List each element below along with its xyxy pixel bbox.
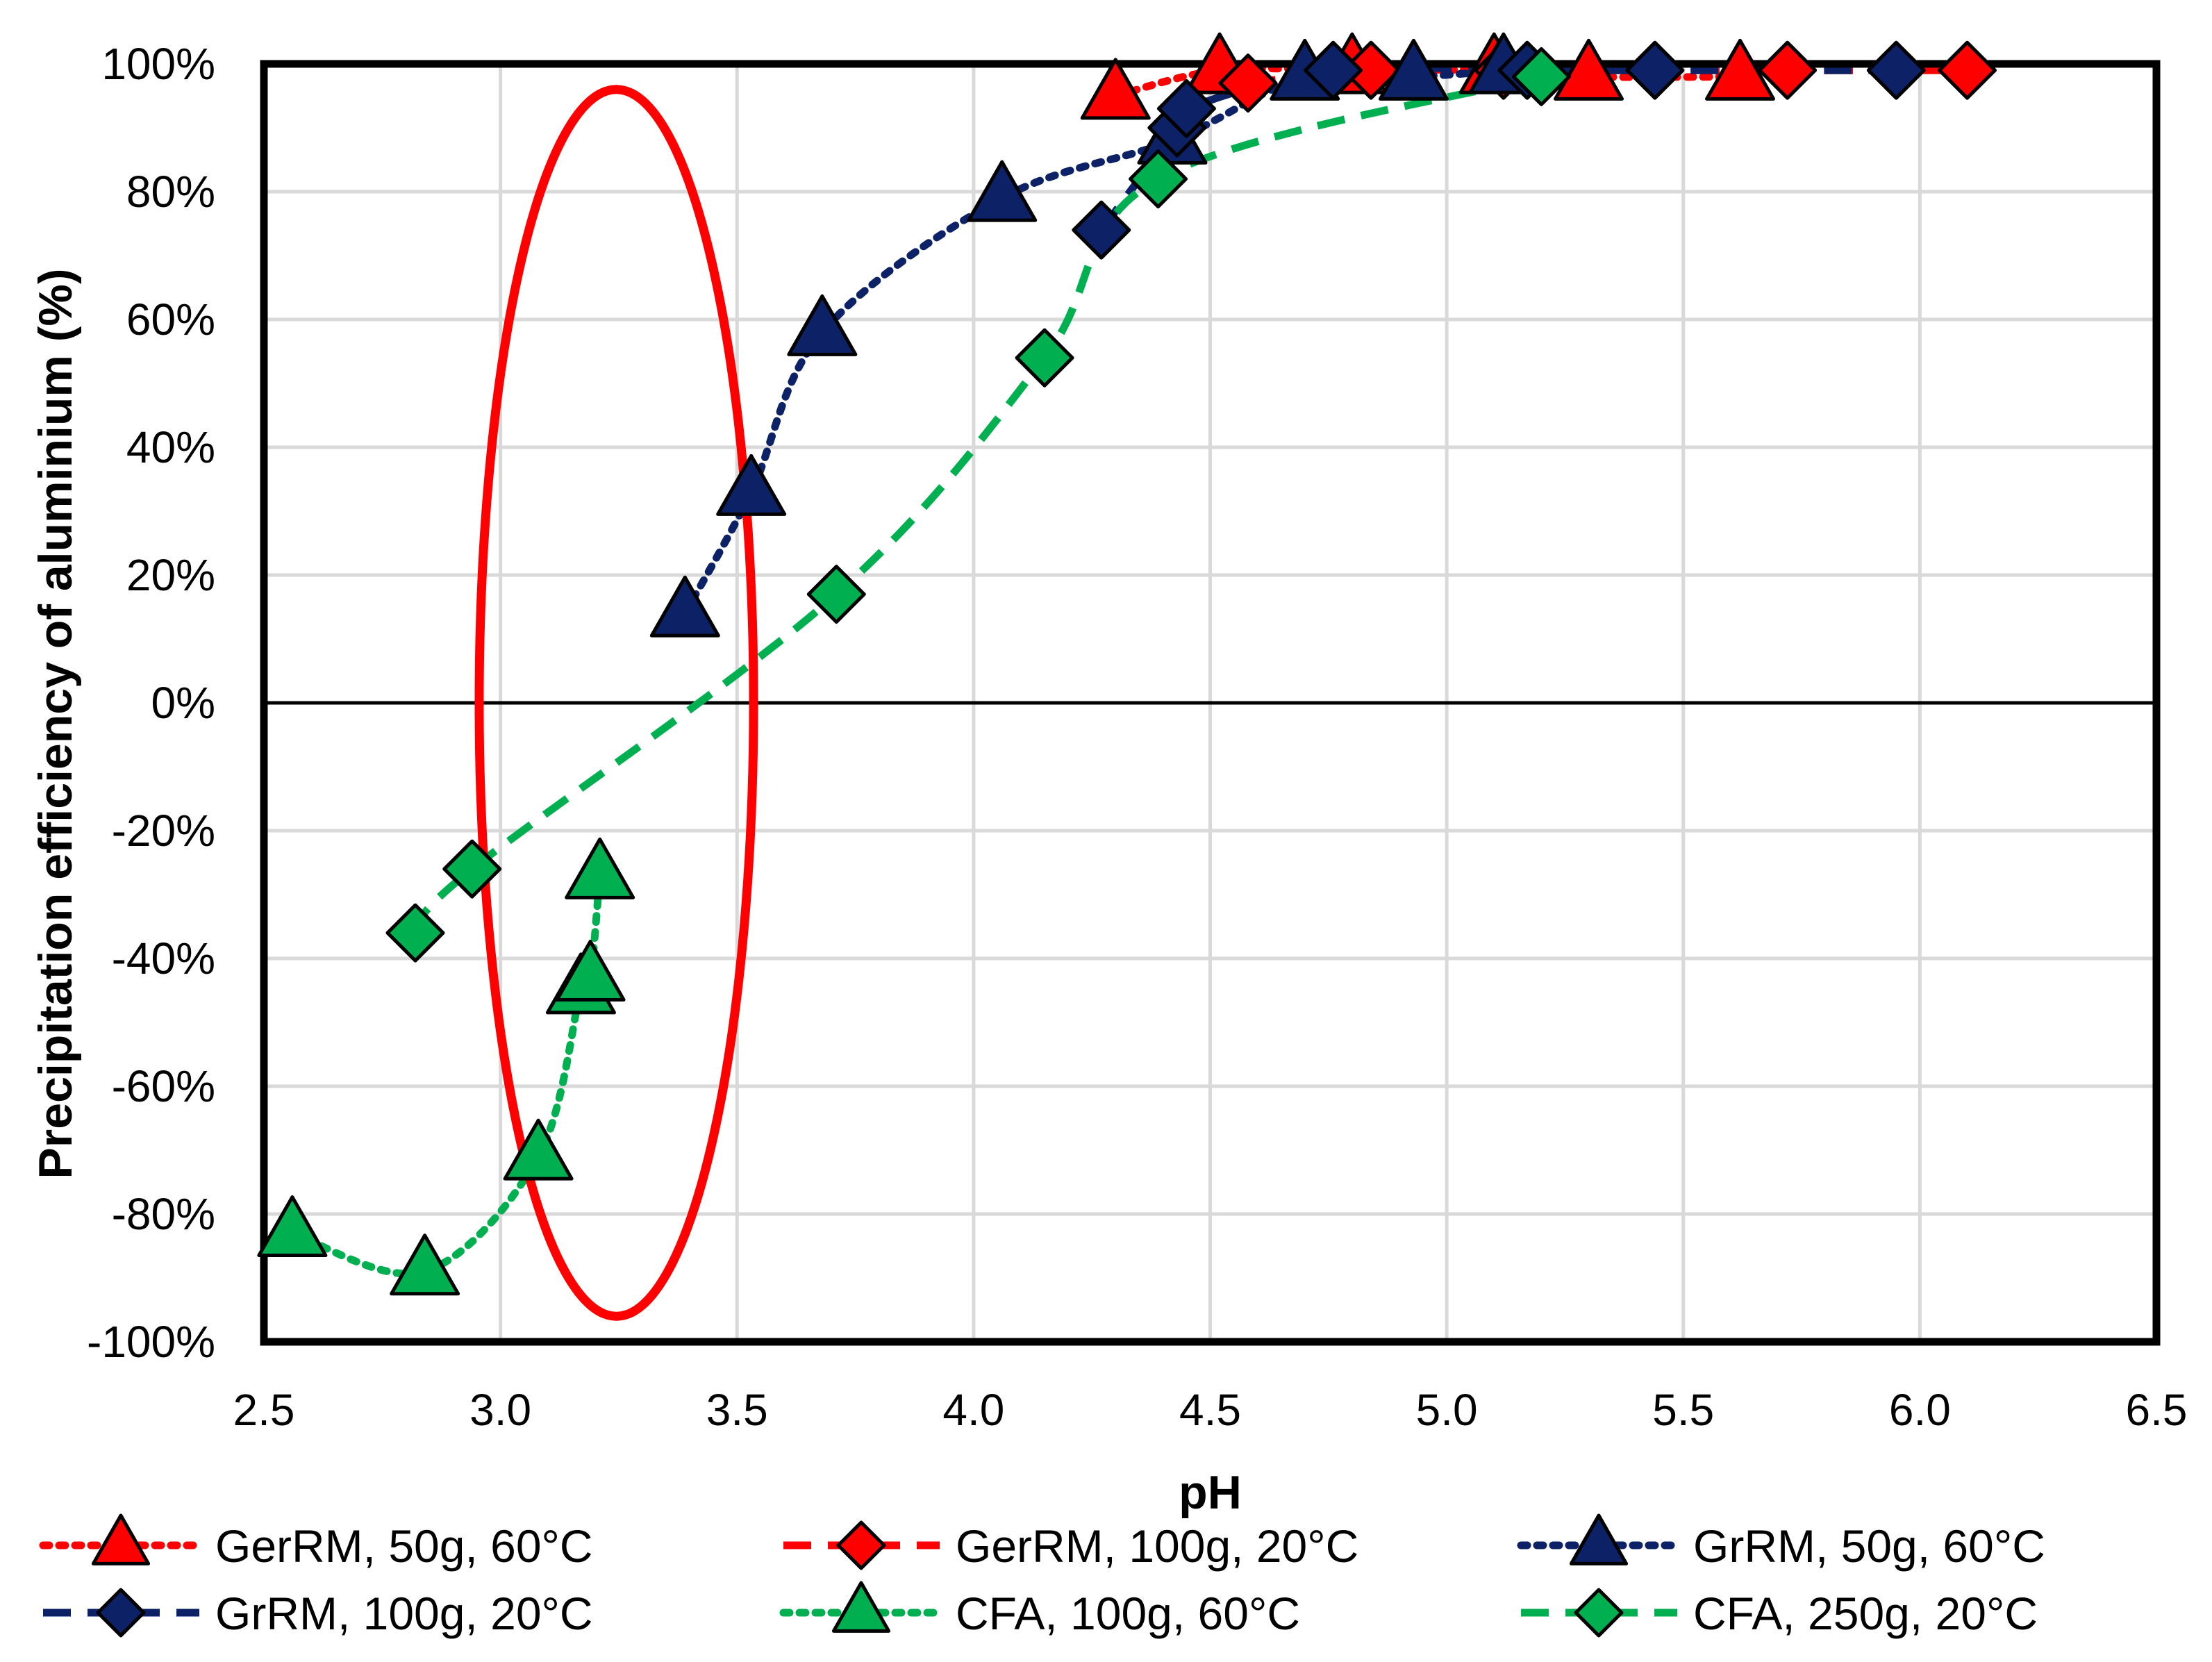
data-point-series-5 [1015,328,1074,388]
legend-marker [91,1513,151,1565]
data-point-series-1 [1758,40,1818,100]
data-point-series-3 [1625,40,1685,100]
data-point-series-2 [967,160,1038,222]
series-lines [288,63,1968,1278]
data-point-series-1 [1218,53,1278,113]
highlight-ellipse [474,85,758,1321]
y-tick-label: -40% [112,933,215,983]
x-tick-label: 4.5 [1179,1385,1241,1435]
y-tick-label: 40% [126,422,215,472]
x-axis-title: pH [1179,1466,1242,1519]
legend-marker [831,1581,891,1633]
grid-lines [262,62,2159,1344]
legend-label: CFA, 100g, 60°C [956,1588,1300,1639]
data-point-series-5 [442,839,502,899]
x-tick-label: 3.0 [469,1385,531,1435]
data-point-series-4 [390,1233,460,1296]
data-point-series-0 [1705,38,1775,101]
legend-item-4: CFA, 100g, 60°C [779,1581,1300,1639]
x-tick-label: 2.5 [233,1385,295,1435]
y-tick-label: -20% [112,806,215,856]
data-point-series-4 [555,940,626,1002]
data-point-series-5 [1511,47,1571,106]
y-tick-label: -100% [87,1317,215,1367]
data-point-series-2 [716,454,787,516]
data-point-series-4 [565,837,635,899]
data-point-series-3 [1304,40,1363,100]
data-point-series-5 [385,903,445,963]
legend-marker [96,1588,146,1638]
data-point-series-5 [806,565,866,624]
data-point-series-3 [1156,78,1216,138]
legend-item-0: GerRM, 50g, 60°C [39,1513,593,1572]
legend-label: GerRM, 50g, 60°C [215,1520,593,1572]
legend-marker [836,1520,886,1570]
legend-item-5: CFA, 250g, 20°C [1521,1588,2038,1639]
y-axis-title: Precipitation efficiency of aluminium (%… [29,268,82,1179]
y-tick-labels: -100% -80% -60% -40% -20% 0% 20% 40% 60% 80% 100% [87,39,215,1367]
y-tick-label: 80% [126,167,215,217]
data-markers [257,32,1997,1296]
data-point-series-3 [1072,200,1131,260]
data-point-series-0 [1080,58,1151,120]
x-tick-label: 5.5 [1652,1385,1714,1435]
x-tick-label: 4.0 [942,1385,1004,1435]
data-point-series-4 [257,1195,328,1258]
data-point-series-0 [1554,38,1624,101]
x-tick-label: 3.5 [706,1385,768,1435]
x-tick-label: 5.0 [1416,1385,1478,1435]
x-tick-label: 6.0 [1889,1385,1951,1435]
data-point-series-5 [1129,149,1188,209]
y-tick-label: 0% [151,678,216,728]
legend-label: GrRM, 100g, 20°C [215,1588,593,1639]
legend-item-1: GerRM, 100g, 20°C [783,1520,1358,1572]
data-point-series-1 [1938,40,1997,100]
y-tick-label: 20% [126,550,215,600]
y-tick-label: -60% [112,1061,215,1111]
y-tick-label: 100% [101,39,215,89]
data-point-series-2 [787,294,858,356]
legend-label: GrRM, 50g, 60°C [1693,1520,2045,1572]
x-tick-label: 6.5 [2126,1385,2188,1435]
y-tick-label: -80% [112,1189,215,1239]
data-point-series-3 [1866,40,1926,100]
legend-marker [1569,1513,1629,1565]
legend-label: GerRM, 100g, 20°C [956,1520,1358,1572]
y-tick-label: 60% [126,294,215,344]
data-point-series-2 [649,575,720,638]
x-tick-labels: 2.5 3.0 3.5 4.0 4.5 5.0 5.5 6.0 6.5 [233,1385,2188,1435]
legend-item-2: GrRM, 50g, 60°C [1517,1513,2045,1572]
data-point-series-2 [1378,38,1449,101]
legend-item-3: GrRM, 100g, 20°C [43,1588,593,1639]
series-line-5 [412,73,1542,936]
legend-marker [1574,1588,1624,1638]
legend-label: CFA, 250g, 20°C [1693,1588,2038,1639]
data-point-series-4 [503,1118,574,1181]
legend: GerRM, 50g, 60°C GerRM, 100g, 20°C GrRM, 5… [39,1513,2045,1639]
